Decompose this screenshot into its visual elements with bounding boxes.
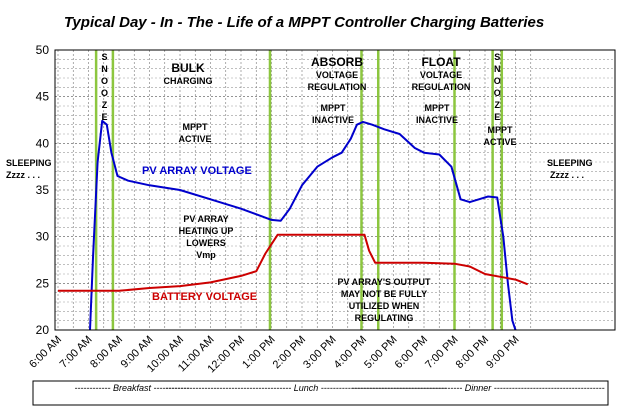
heating-line3: LOWERS <box>186 238 226 248</box>
heating-line4: Vmp <box>196 250 216 260</box>
snooze-letter: Z <box>102 100 108 110</box>
x-tick-label: 5:00 PM <box>362 334 399 371</box>
x-tick-label: 2:00 PM <box>271 334 308 371</box>
x-tick-label: 4:00 PM <box>332 334 369 371</box>
float-inactive-label: INACTIVE <box>416 115 458 125</box>
battery-series-label: BATTERY VOLTAGE <box>152 291 257 303</box>
x-tick-label: 6:00 PM <box>393 334 430 371</box>
output-line3: UTILIZED WHEN <box>349 301 420 311</box>
morning-zzzz-label: Zzzz . . . <box>6 170 40 180</box>
heating-line1: PV ARRAY <box>183 214 228 224</box>
output-line1: PV ARRAY'S OUTPUT <box>338 277 431 287</box>
snooze-letter: E <box>494 112 500 122</box>
x-tick-label: 8:00 PM <box>454 334 491 371</box>
output-line2: MAY NOT BE FULLY <box>341 289 427 299</box>
x-tick-label: 6:00 AM <box>27 334 64 371</box>
float-mppt-label: MPPT <box>424 103 450 113</box>
meal-dinner: ------------------------------------- Di… <box>351 383 604 393</box>
annotations: BULK CHARGING MPPT ACTIVE ABSORB VOLTAGE… <box>6 52 593 323</box>
x-tick-label: 8:00 AM <box>88 334 125 371</box>
pv-array-voltage-line <box>89 119 517 331</box>
heating-line2: HEATING UP <box>179 226 234 236</box>
evening-zzzz-label: Zzzz . . . <box>550 170 584 180</box>
absorb-regulation-label: REGULATION <box>308 82 367 92</box>
meal-breakfast: ------------ Breakfast ------------ <box>75 383 190 393</box>
phase-lines <box>94 50 504 330</box>
meal-bar <box>32 380 609 406</box>
y-tick-label: 40 <box>36 136 50 150</box>
bulk-label: BULK <box>171 61 205 75</box>
grid <box>55 49 615 331</box>
snooze-letter: E <box>102 112 108 122</box>
evening-sleeping-label: SLEEPING <box>547 158 593 168</box>
absorb-mppt-label: MPPT <box>320 103 346 113</box>
absorb-voltage-label: VOLTAGE <box>316 70 358 80</box>
float-voltage-label: VOLTAGE <box>420 70 462 80</box>
snooze-letter: O <box>101 76 108 86</box>
x-tick-label: 3:00 PM <box>301 334 338 371</box>
battery-voltage-line <box>58 233 529 292</box>
y-tick-label: 25 <box>36 276 50 290</box>
plot-frame <box>54 49 616 331</box>
snooze-letter: O <box>494 76 501 86</box>
snooze-letter: Z <box>494 100 500 110</box>
snooze-letter: S <box>102 52 108 62</box>
evening-mppt-label: MPPT <box>487 125 513 135</box>
y-tick-label: 35 <box>36 183 50 197</box>
snooze-letter: S <box>494 52 500 62</box>
y-tick-label: 30 <box>36 230 50 244</box>
series-group <box>58 119 529 331</box>
bulk-active-label: ACTIVE <box>178 134 211 144</box>
bulk-mppt-label: MPPT <box>182 122 208 132</box>
morning-sleeping-label: SLEEPING <box>6 158 52 168</box>
y-tick-label: 50 <box>36 43 50 57</box>
output-line4: REGULATING <box>355 313 414 323</box>
x-tick-label: 1:00 PM <box>240 334 277 371</box>
y-tick-label: 20 <box>36 323 50 337</box>
absorb-label: ABSORB <box>311 55 363 69</box>
evening-active-label: ACTIVE <box>483 137 516 147</box>
snooze-letter: O <box>494 88 501 98</box>
snooze-letter: N <box>101 64 108 74</box>
x-tick-label: 7:00 AM <box>58 334 95 371</box>
x-tick-label: 7:00 PM <box>423 334 460 371</box>
y-axis: 20 25 30 35 40 45 50 <box>36 43 50 337</box>
float-regulation-label: REGULATION <box>412 82 471 92</box>
x-tick-label: 9:00 PM <box>484 334 521 371</box>
chart-title: Typical Day - In - The - Life of a MPPT … <box>64 14 544 31</box>
charging-label: CHARGING <box>164 76 213 86</box>
snooze-letter: N <box>494 64 501 74</box>
absorb-inactive-label: INACTIVE <box>312 115 354 125</box>
y-tick-label: 45 <box>36 90 50 104</box>
snooze-letter: O <box>101 88 108 98</box>
pv-series-label: PV ARRAY VOLTAGE <box>142 165 252 177</box>
meal-lunch: ----------------------------------------… <box>165 383 446 393</box>
float-label: FLOAT <box>421 55 461 69</box>
